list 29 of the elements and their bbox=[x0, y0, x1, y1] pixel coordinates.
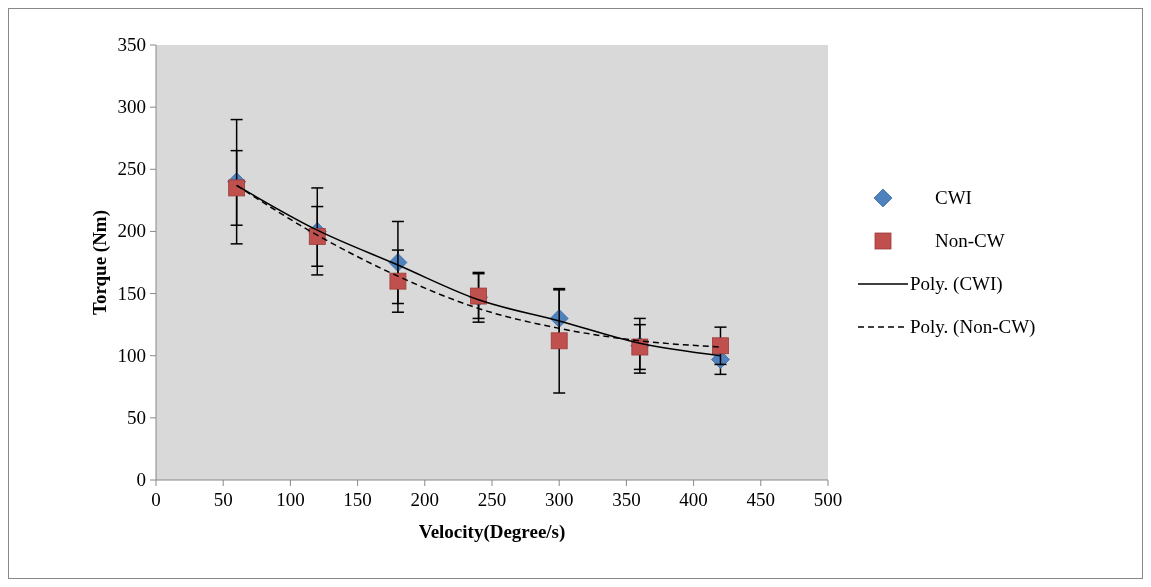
y-tick-label: 250 bbox=[117, 158, 146, 180]
point bbox=[228, 179, 246, 197]
legend-label: CWI bbox=[935, 187, 972, 208]
x-tick-label: 250 bbox=[477, 489, 507, 510]
x-tick-label: 0 bbox=[151, 489, 161, 510]
x-tick-label: 350 bbox=[612, 489, 641, 510]
y-tick-label: 300 bbox=[117, 96, 146, 118]
point bbox=[550, 332, 568, 350]
y-tick-label: 0 bbox=[136, 469, 146, 490]
y-tick-label: 150 bbox=[117, 282, 146, 304]
x-tick-label: 200 bbox=[410, 489, 440, 510]
y-tick-label: 100 bbox=[117, 344, 146, 366]
x-tick-label: 400 bbox=[679, 489, 708, 510]
y-tick-label: 200 bbox=[117, 220, 146, 242]
legend-label: Poly. (Non-CW) bbox=[910, 316, 1036, 338]
x-tick-label: 450 bbox=[746, 489, 776, 510]
legend-label: Non-CW bbox=[935, 230, 1005, 251]
x-axis-title: Velocity(Degree/s) bbox=[418, 521, 566, 543]
x-tick-label: 150 bbox=[343, 489, 372, 510]
x-tick-label: 50 bbox=[213, 489, 233, 510]
x-tick-label: 100 bbox=[276, 489, 305, 510]
y-tick-label: 50 bbox=[127, 406, 146, 428]
x-tick-label: 500 bbox=[813, 489, 843, 510]
y-axis-title: Torque (Nm) bbox=[89, 209, 111, 316]
point bbox=[389, 272, 407, 290]
legend-label: Poly. (CWI) bbox=[910, 273, 1003, 295]
y-tick-label: 350 bbox=[117, 34, 146, 55]
point bbox=[712, 337, 729, 355]
x-tick-label: 300 bbox=[544, 489, 574, 510]
